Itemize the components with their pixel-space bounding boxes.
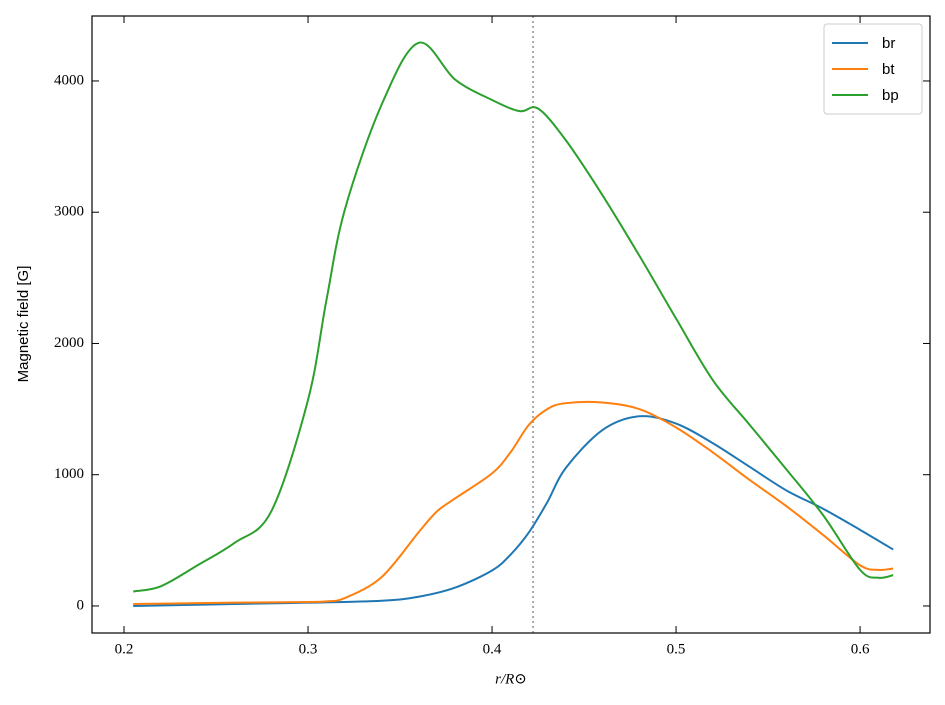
y-tick-label: 2000 bbox=[54, 335, 84, 351]
legend: br bt bp bbox=[823, 23, 923, 115]
y-axis-label: Magnetic field [G] bbox=[15, 266, 32, 383]
x-tick-label: 0.3 bbox=[299, 641, 318, 657]
y-tick-label: 4000 bbox=[54, 72, 84, 88]
legend-box bbox=[823, 23, 923, 115]
y-tick-label: 3000 bbox=[54, 204, 84, 220]
line-series bbox=[133, 415, 894, 607]
legend-label: bt bbox=[882, 61, 895, 78]
y-tick-label: 1000 bbox=[54, 466, 84, 482]
line-series bbox=[133, 401, 894, 605]
x-tick-label: 0.2 bbox=[115, 641, 134, 657]
legend-label: br bbox=[882, 35, 895, 52]
x-tick-label: 0.6 bbox=[851, 641, 870, 657]
y-tick-label: 0 bbox=[77, 597, 85, 613]
x-tick-label: 0.4 bbox=[483, 641, 502, 657]
line-series bbox=[133, 41, 894, 593]
x-axis-label: r/R⊙ bbox=[495, 671, 527, 687]
x-tick-label: 0.5 bbox=[667, 641, 686, 657]
plot-frame bbox=[91, 15, 931, 634]
legend-label: bp bbox=[882, 87, 899, 104]
